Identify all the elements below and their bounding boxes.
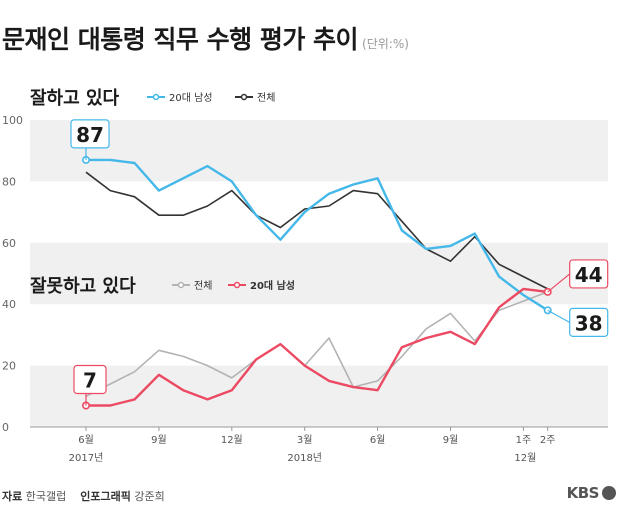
callout-connector bbox=[547, 309, 570, 323]
y-tick-label: 20 bbox=[2, 360, 16, 373]
legend-marker bbox=[152, 93, 160, 101]
x-tick-sublabel: 12월 bbox=[514, 452, 536, 464]
callout-box bbox=[569, 307, 609, 337]
y-tick-label: 100 bbox=[2, 114, 23, 127]
legend-label: 전체 bbox=[194, 280, 212, 292]
kbs-logo: KBS bbox=[567, 484, 616, 502]
series-line bbox=[85, 291, 548, 398]
y-tick-label: 40 bbox=[2, 298, 16, 311]
x-tick-label: 9월 bbox=[151, 434, 167, 446]
legend-label: 전체 bbox=[257, 92, 275, 104]
grid-band bbox=[30, 120, 608, 182]
legend-label: 20대 남성 bbox=[169, 92, 213, 104]
y-tick-label: 60 bbox=[2, 237, 16, 250]
callout-connector bbox=[547, 273, 571, 293]
legend-marker bbox=[177, 281, 185, 289]
callout-value: 44 bbox=[575, 263, 603, 287]
group-label: 잘못하고 있다 bbox=[30, 276, 136, 297]
source-label: 자료 bbox=[2, 490, 23, 503]
series-line bbox=[86, 287, 548, 407]
y-tick-label: 80 bbox=[2, 175, 16, 188]
grid-band bbox=[30, 242, 608, 305]
legend-marker bbox=[240, 93, 248, 101]
group-label: 잘하고 있다 bbox=[30, 88, 120, 109]
callout-box bbox=[569, 259, 609, 289]
x-tick-label: 9월 bbox=[443, 434, 459, 446]
series-line bbox=[86, 158, 549, 312]
kbs-logo-icon bbox=[602, 486, 616, 500]
y-tick-label: 0 bbox=[2, 421, 9, 434]
source-value: 한국갤럽 bbox=[25, 490, 67, 503]
footer: 자료 한국갤럽 인포그래픽 강준희 bbox=[2, 488, 165, 504]
x-tick-sublabel: 2018년 bbox=[287, 452, 322, 464]
x-tick-label: 6월 bbox=[370, 434, 386, 446]
callout-value: 7 bbox=[83, 369, 97, 393]
legend-label: 20대 남성 bbox=[250, 279, 295, 292]
series-line bbox=[85, 171, 549, 290]
callout-value: 87 bbox=[76, 123, 104, 147]
chart-title: 문재인 대통령 직무 수행 평가 추이 (단위:%) bbox=[2, 20, 409, 56]
callout-value: 38 bbox=[575, 311, 603, 335]
x-tick-label: 2주 bbox=[540, 435, 556, 446]
x-tick-label: 1주 bbox=[516, 435, 532, 446]
legend-marker bbox=[233, 281, 241, 289]
x-tick-sublabel: 2017년 bbox=[69, 452, 104, 464]
callout-box bbox=[73, 364, 107, 395]
credit-value: 강준희 bbox=[134, 490, 165, 503]
x-tick-label: 3월 bbox=[297, 434, 313, 446]
credit-label: 인포그래픽 bbox=[80, 490, 131, 503]
x-tick-label: 12월 bbox=[221, 434, 243, 446]
callout-box bbox=[70, 119, 110, 149]
unit-label: (단위:%) bbox=[362, 37, 409, 51]
chart-title-text: 문재인 대통령 직무 수행 평가 추이 bbox=[2, 25, 359, 54]
kbs-logo-text: KBS bbox=[566, 484, 600, 502]
callout-point bbox=[543, 306, 552, 315]
x-tick-label: 6월 bbox=[78, 434, 94, 446]
